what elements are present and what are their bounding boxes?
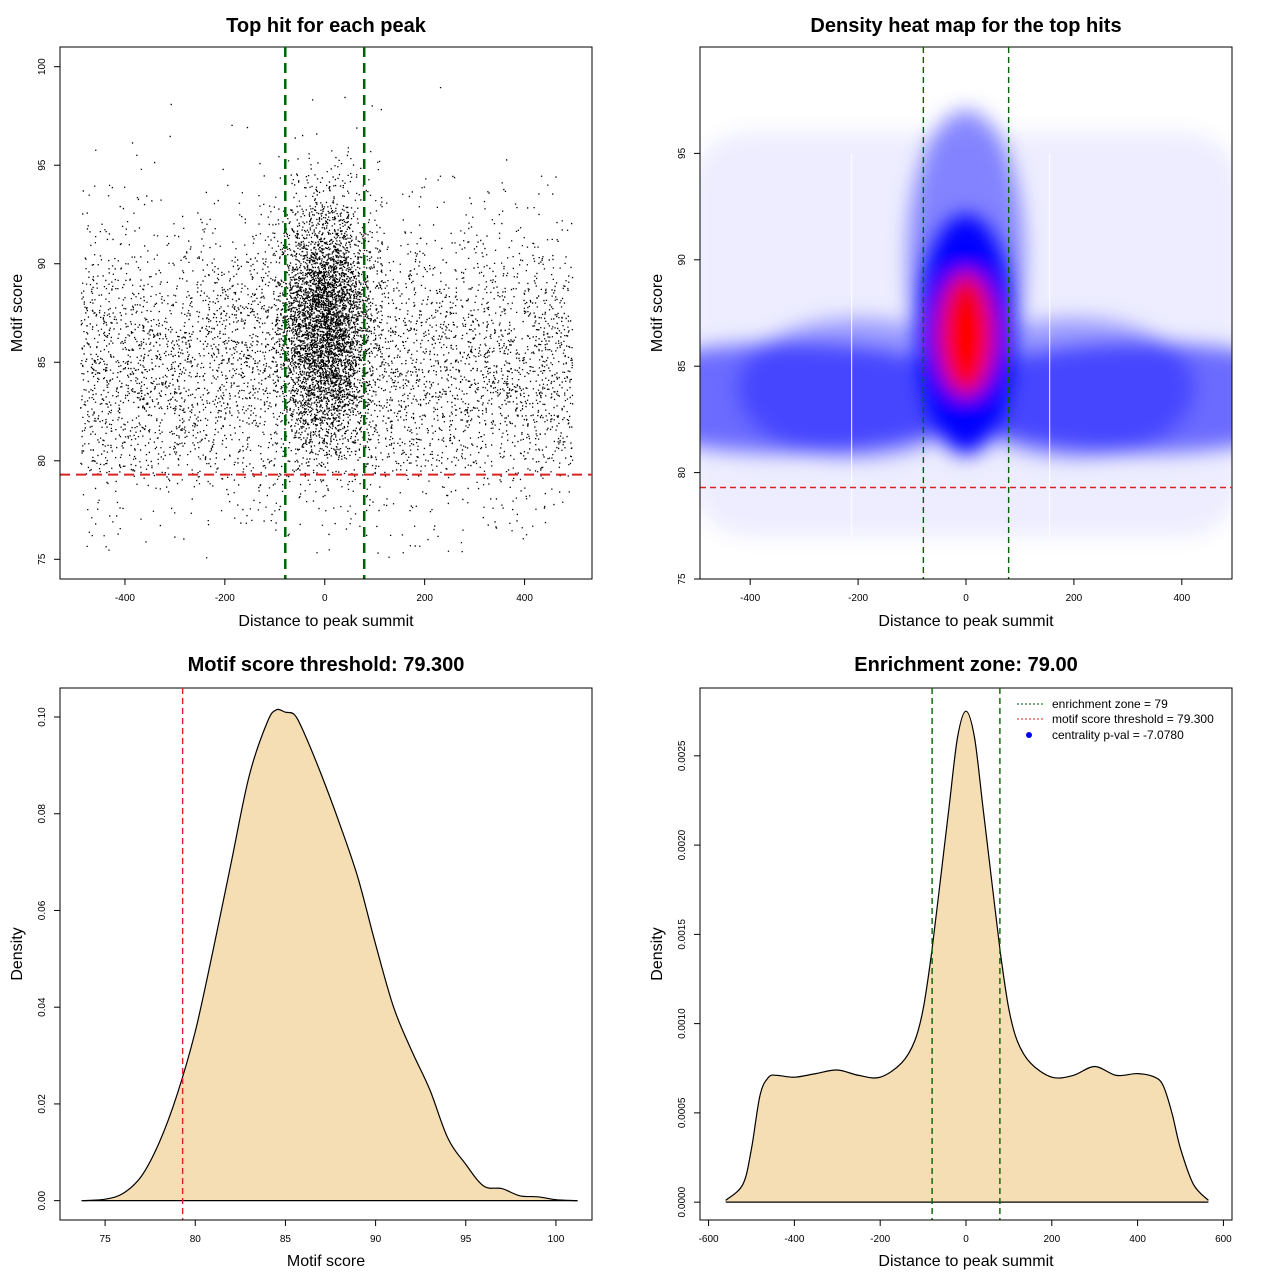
scatter-point-cloud — [80, 87, 574, 559]
y-tick-label: 90 — [37, 258, 48, 270]
x-tick-label: 400 — [1129, 1234, 1146, 1245]
score-density-y-axis: 0.00 0.02 0.04 0.06 0.08 0.10 — [37, 707, 61, 1210]
y-tick-label: 95 — [37, 159, 48, 171]
x-tick-label: 95 — [460, 1234, 472, 1245]
x-tick-label: 400 — [516, 593, 533, 604]
heatmap-y-axis: 75 80 85 90 95 — [677, 147, 701, 585]
legend-label-enrichment-zone: enrichment zone = 79 — [1052, 697, 1168, 711]
x-tick-label: 0 — [963, 1234, 969, 1245]
x-tick-label: 0 — [322, 593, 328, 604]
y-tick-label: 90 — [677, 254, 688, 266]
y-tick-label: 0.06 — [37, 900, 48, 920]
x-tick-label: -200 — [215, 593, 235, 604]
x-tick-label: 90 — [370, 1234, 382, 1245]
x-tick-label: 400 — [1173, 593, 1190, 604]
x-tick-label: 80 — [190, 1234, 202, 1245]
heatmap-x-axis: -400 -200 0 200 400 — [740, 578, 1191, 604]
scatter-panel: Top hit for each peak -400 -200 0 200 400 75… — [9, 15, 593, 630]
scatter-x-axis: -400 -200 0 200 400 — [115, 578, 533, 604]
y-tick-label: 75 — [37, 553, 48, 565]
x-tick-label: 0 — [963, 593, 969, 604]
x-tick-label: 200 — [1043, 1234, 1060, 1245]
x-tick-label: -400 — [115, 593, 135, 604]
density-curve-line — [81, 708, 578, 1202]
heatmap-blobs — [700, 109, 1232, 537]
distance-density-panel: Enrichment zone: 79.00 -600 -400 -200 0 200 4… — [649, 654, 1233, 1270]
scatter-reference-lines — [60, 47, 592, 579]
heatmap-title: Density heat map for the top hits — [810, 15, 1121, 37]
legend-item-motif-threshold: motif score threshold = 79.300 — [1017, 712, 1214, 726]
distance-density-legend: enrichment zone = 79 motif score thresho… — [1017, 697, 1214, 742]
heatmap-panel: Density heat map for the top hits -400 -2… — [649, 15, 1233, 630]
y-tick-label: 80 — [37, 455, 48, 467]
density-area — [81, 709, 578, 1201]
heatmap-x-label: Distance to peak summit — [878, 613, 1054, 630]
x-tick-label: -200 — [870, 1234, 890, 1245]
legend-label-centrality-pval: centrality p-val = -7.0780 — [1052, 728, 1184, 742]
distance-density-x-axis: -600 -400 -200 0 200 400 600 — [699, 1219, 1232, 1245]
distance-density-x-label: Distance to peak summit — [878, 1253, 1054, 1270]
distance-density-y-label: Density — [649, 927, 666, 980]
legend-label-motif-threshold: motif score threshold = 79.300 — [1052, 712, 1214, 726]
x-tick-label: -400 — [784, 1234, 804, 1245]
heatmap-band-inner-left — [738, 318, 979, 459]
distance-density-curve — [725, 710, 1209, 1203]
y-tick-label: 0.0005 — [677, 1097, 688, 1128]
y-tick-label: 80 — [677, 467, 688, 479]
y-tick-label: 0.0015 — [677, 919, 688, 950]
x-tick-label: 85 — [280, 1234, 292, 1245]
y-tick-label: 0.0010 — [677, 1008, 688, 1039]
y-tick-label: 0.08 — [37, 804, 48, 824]
x-tick-label: -600 — [699, 1234, 719, 1245]
score-density-title: Motif score threshold: 79.300 — [188, 654, 465, 676]
y-tick-label: 85 — [677, 360, 688, 372]
legend-item-enrichment-zone: enrichment zone = 79 — [1017, 697, 1168, 711]
score-density-y-label: Density — [9, 927, 26, 980]
heatmap-reference-lines — [700, 47, 1232, 579]
score-density-x-label: Motif score — [287, 1253, 365, 1270]
x-tick-label: -400 — [740, 593, 760, 604]
y-tick-label: 0.04 — [37, 997, 48, 1017]
heatmap-band-inner-right — [953, 318, 1194, 459]
y-tick-label: 85 — [37, 356, 48, 368]
y-tick-label: 0.10 — [37, 707, 48, 727]
distance-density-y-axis: 0.0000 0.0005 0.0010 0.0015 0.0020 0.0025 — [677, 740, 701, 1217]
x-tick-label: 200 — [416, 593, 433, 604]
x-tick-label: 600 — [1215, 1234, 1232, 1245]
scatter-x-label: Distance to peak summit — [238, 613, 414, 630]
x-tick-label: -200 — [848, 593, 868, 604]
score-density-panel: Motif score threshold: 79.300 75 80 85 90 95… — [9, 654, 593, 1270]
heatmap-y-label: Motif score — [649, 274, 666, 352]
y-tick-label: 100 — [37, 58, 48, 75]
density-curve-line — [725, 710, 1209, 1201]
legend-item-centrality-pval: centrality p-val = -7.0780 — [1026, 728, 1184, 742]
y-tick-label: 0.0020 — [677, 829, 688, 860]
x-tick-label: 75 — [100, 1234, 112, 1245]
distance-density-title: Enrichment zone: 79.00 — [854, 654, 1077, 676]
score-density-curve — [81, 708, 578, 1202]
density-area — [725, 711, 1209, 1203]
scatter-y-label: Motif score — [9, 274, 26, 352]
scatter-y-axis: 75 80 85 90 95 100 — [37, 58, 61, 565]
heatmap-density — [700, 47, 1232, 579]
distance-density-reference-lines — [931, 688, 1001, 1220]
heatmap-peak-center — [946, 304, 986, 385]
y-tick-label: 0.02 — [37, 1094, 48, 1114]
y-tick-label: 0.0000 — [677, 1186, 688, 1217]
y-tick-label: 0.00 — [37, 1190, 48, 1210]
y-tick-label: 75 — [677, 573, 688, 585]
scatter-plot-box — [59, 46, 593, 580]
y-tick-label: 95 — [677, 147, 688, 159]
x-tick-label: 200 — [1066, 593, 1083, 604]
y-tick-label: 0.0025 — [677, 740, 688, 771]
score-density-x-axis: 75 80 85 90 95 100 — [100, 1219, 565, 1245]
scatter-title: Top hit for each peak — [226, 15, 427, 37]
scatter-points — [80, 87, 574, 559]
legend-swatch-centrality-pval — [1026, 732, 1032, 738]
x-tick-label: 100 — [548, 1234, 565, 1245]
